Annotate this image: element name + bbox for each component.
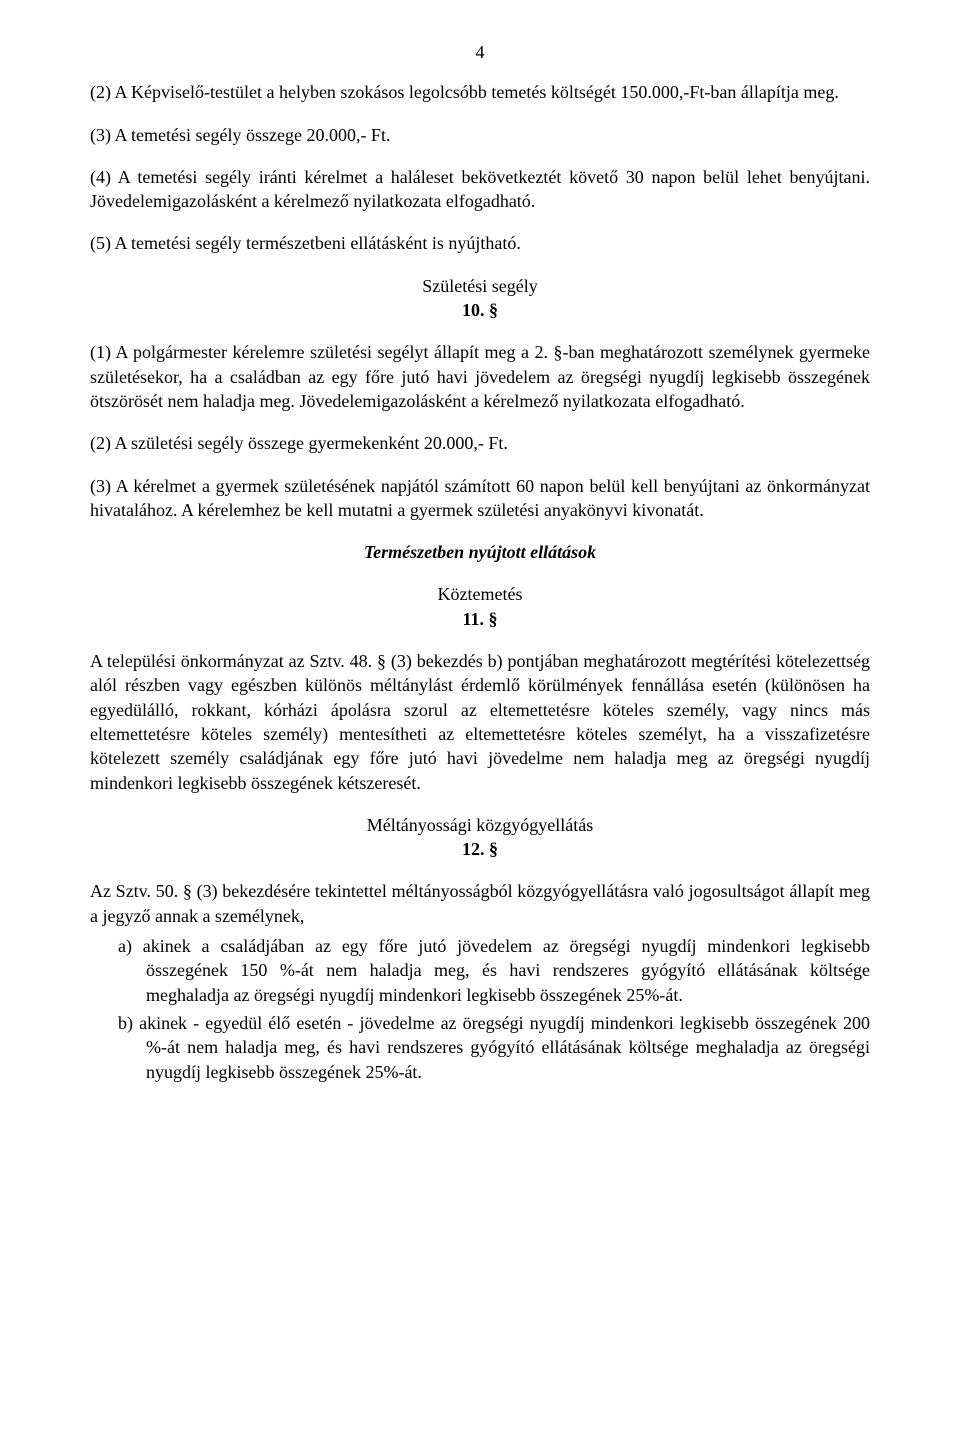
page-number: 4 [90,40,870,64]
section-12-number: 12. § [90,837,870,861]
section-10-title: Születési segély [90,274,870,298]
paragraph-12-item-b: b) akinek - egyedül élő esetén - jövedel… [146,1011,870,1084]
paragraph-2-2: (2) A Képviselő-testület a helyben szoká… [90,80,870,104]
paragraph-2-5: (5) A temetési segély természetbeni ellá… [90,231,870,255]
paragraph-11-body: A települési önkormányzat az Sztv. 48. §… [90,649,870,795]
section-10-number: 10. § [90,298,870,322]
section-11-number: 11. § [90,607,870,631]
paragraph-10-3: (3) A kérelmet a gyermek születésének na… [90,474,870,523]
paragraph-10-2: (2) A születési segély összege gyermeken… [90,431,870,455]
section-12-title: Méltányossági közgyógyellátás [90,813,870,837]
section-11-title: Köztemetés [90,582,870,606]
paragraph-10-1: (1) A polgármester kérelemre születési s… [90,340,870,413]
paragraph-12-item-a: a) akinek a családjában az egy főre jutó… [146,934,870,1007]
paragraph-2-4: (4) A temetési segély iránti kérelmet a … [90,165,870,214]
heading-natural-benefits: Természetben nyújtott ellátások [90,540,870,564]
paragraph-12-intro: Az Sztv. 50. § (3) bekezdésére tekintett… [90,879,870,928]
paragraph-2-3: (3) A temetési segély összege 20.000,- F… [90,123,870,147]
